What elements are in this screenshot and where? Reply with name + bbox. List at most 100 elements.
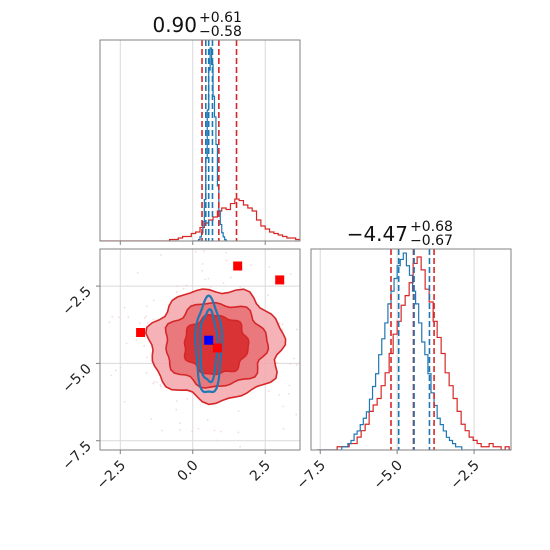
hist1-red <box>100 198 300 241</box>
title-param1-value: 0.90 <box>152 13 197 37</box>
scatter-point <box>135 339 138 341</box>
scatter-point <box>117 316 120 319</box>
scatter-point <box>145 315 148 318</box>
scatter-point <box>145 305 148 308</box>
scatter-point <box>293 357 296 360</box>
red-marker-0 <box>233 261 243 271</box>
x-tick-label-right-1: −5.0 <box>371 458 406 493</box>
scatter-point <box>180 246 182 248</box>
scatter-point <box>175 285 178 288</box>
scatter-point <box>197 427 200 430</box>
scatter-point <box>213 429 216 432</box>
x-tick-label-left-1: 0.0 <box>175 458 202 485</box>
scatter-point <box>207 277 210 280</box>
scatter-point <box>222 282 225 284</box>
scatter-point <box>127 316 130 318</box>
scatter-point <box>159 385 162 388</box>
scatter-point <box>307 293 309 295</box>
scatter-point <box>161 429 164 432</box>
scatter-point <box>308 339 310 341</box>
scatter-point <box>179 429 181 431</box>
scatter-point <box>278 393 281 396</box>
title-param2-minus: −0.67 <box>410 233 453 249</box>
y-tick-label-0: −2.5 <box>59 284 94 319</box>
scatter-point <box>219 430 222 433</box>
scatter-point <box>186 397 189 400</box>
scatter-point <box>267 390 270 393</box>
scatter-point <box>191 430 194 433</box>
scatter-point <box>145 371 148 374</box>
red-marker-2 <box>136 327 146 337</box>
scatter-point <box>203 250 205 253</box>
scatter-point <box>143 344 145 347</box>
scatter-point <box>225 259 228 262</box>
scatter-point <box>125 342 128 345</box>
scatter-point <box>227 246 229 248</box>
scatter-point <box>222 242 224 244</box>
scatter-point <box>175 400 178 403</box>
scatter-point <box>295 413 298 416</box>
blue-marker-0 <box>204 335 214 345</box>
hist2-blue <box>317 252 511 450</box>
scatter-point <box>305 389 307 391</box>
scatter-point <box>110 374 113 377</box>
scatter-point <box>289 272 292 275</box>
red-marker-1 <box>275 275 285 285</box>
scatter-point <box>209 285 212 288</box>
joint-content <box>108 242 310 448</box>
scatter-point <box>276 361 279 364</box>
hist1-frame <box>99 39 301 242</box>
scatter-point <box>175 291 178 293</box>
scatter-point <box>249 264 252 267</box>
scatter-point <box>145 356 148 359</box>
scatter-point <box>215 439 218 442</box>
scatter-point <box>201 269 204 272</box>
scatter-point <box>237 410 240 413</box>
scatter-point <box>123 400 126 403</box>
scatter-point <box>281 328 284 331</box>
scatter-point <box>239 286 242 288</box>
scatter-point <box>150 418 153 420</box>
scatter-point <box>119 366 122 369</box>
y-tick-label-2: −7.5 <box>59 438 94 473</box>
title-param1-minus: −0.58 <box>199 24 242 40</box>
scatter-point <box>143 317 146 319</box>
scatter-point <box>115 369 117 372</box>
scatter-point <box>108 321 111 324</box>
scatter-point <box>152 382 155 385</box>
scatter-point <box>239 445 241 448</box>
x-tick-label-left-2: 2.5 <box>247 458 274 485</box>
hist1-blue <box>192 47 228 241</box>
blue-contour-0 <box>194 294 224 394</box>
scatter-point <box>304 296 306 298</box>
red-marker-3 <box>212 343 222 353</box>
x-tick-label-left-0: −2.5 <box>94 458 129 493</box>
scatter-point <box>201 263 204 265</box>
x-tick-label-right-0: −7.5 <box>294 458 329 493</box>
scatter-point <box>288 392 290 395</box>
scatter-point <box>296 328 298 331</box>
scatter-point <box>300 310 302 312</box>
scatter-point <box>175 408 178 411</box>
joint-contour-panel <box>96 242 310 454</box>
scatter-point <box>307 285 309 287</box>
scatter-point <box>136 272 139 274</box>
title-param2-plus: +0.68 <box>410 219 453 235</box>
y-tick-label-1: −5.0 <box>59 361 94 396</box>
joint-frame <box>99 248 301 451</box>
scatter-point <box>182 287 185 290</box>
scatter-point <box>282 405 284 408</box>
scatter-point <box>156 381 158 384</box>
scatter-point <box>123 306 126 309</box>
scatter-point <box>146 322 149 324</box>
scatter-point <box>153 381 156 383</box>
scatter-point <box>282 428 285 430</box>
hist2-frame <box>310 248 512 451</box>
scatter-point <box>206 419 209 421</box>
scatter-point <box>152 318 155 321</box>
scatter-point <box>289 363 292 366</box>
scatter-point <box>152 299 155 302</box>
scatter-point <box>288 384 291 387</box>
scatter-point <box>224 251 227 254</box>
